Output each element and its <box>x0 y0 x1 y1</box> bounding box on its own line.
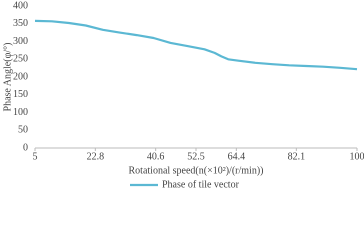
y-tick-label: 350 <box>13 18 28 29</box>
x-tick-label: 100 <box>350 151 364 162</box>
y-tick-label: 50 <box>18 125 28 136</box>
y-tick-label: 250 <box>13 54 28 65</box>
x-tick-label: 40.6 <box>147 151 165 162</box>
x-tick-label: 22.8 <box>87 151 105 162</box>
y-tick-label: 100 <box>13 107 28 118</box>
x-tick-label: 82.1 <box>288 151 306 162</box>
x-tick-label: 5 <box>33 151 38 162</box>
y-axis-title: Phase Angle(φ/°) <box>2 43 13 112</box>
x-axis-title: Rotational speed(n(×10²)/(r/min)) <box>129 165 264 176</box>
y-tick-label: 400 <box>13 0 28 11</box>
chart: Phase Angle(φ/°) Rotational speed(n(×10²… <box>2 0 364 190</box>
y-tick-label: 200 <box>13 71 28 82</box>
legend-label: Phase of tile vector <box>162 179 240 190</box>
x-tick-label: 52.5 <box>187 151 205 162</box>
y-tick-label: 0 <box>23 142 28 153</box>
x-tick-label: 64.4 <box>228 151 246 162</box>
y-tick-label: 150 <box>13 89 28 100</box>
y-tick-label: 300 <box>13 36 28 47</box>
data-line <box>34 19 358 71</box>
